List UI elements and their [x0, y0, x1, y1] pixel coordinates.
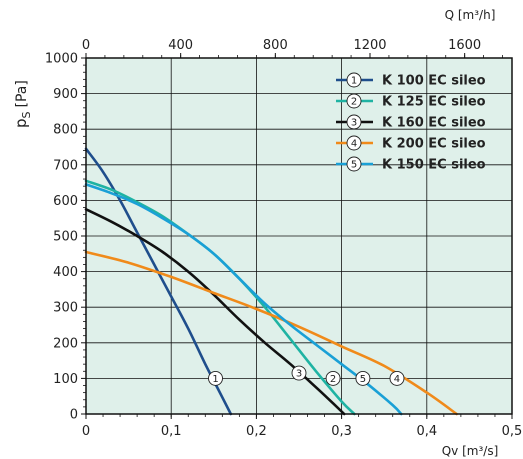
y-tick-label: 0 — [70, 408, 78, 423]
y-tick-label: 300 — [53, 301, 78, 316]
curve-marker-label-2: 2 — [330, 374, 336, 385]
curve-4 — [84, 250, 458, 416]
legend-marker-label-4: 4 — [351, 139, 357, 150]
tick-labels: 0 100 200 300 400 500 600 700 800 900 1000 0 0,1 0,2 0… — [45, 38, 522, 439]
legend-marker-label-3: 3 — [351, 118, 357, 129]
legend-label-5: K 150 EC sileo — [382, 158, 486, 173]
curve-marker-2 — [325, 370, 341, 386]
x-tick-label: 0,3 — [331, 424, 352, 439]
curve-marker-5 — [355, 370, 371, 386]
curve-marker-label-1: 1 — [212, 374, 218, 385]
x-axis-label: Qv [m³/s] — [442, 444, 499, 458]
x-tick-label: 0,2 — [246, 424, 267, 439]
y-axis-label-subscript: S — [20, 111, 33, 118]
curve-3 — [84, 208, 346, 416]
y-tick-label: 400 — [53, 265, 78, 280]
legend-label-3: K 160 EC sileo — [382, 116, 486, 131]
x-tick-label: 0 — [82, 424, 90, 439]
x-tick-label: 0,5 — [502, 424, 523, 439]
y-tick-label: 100 — [53, 372, 78, 387]
y-axis-label-unit: [Pa] — [14, 80, 30, 107]
curve-marker-label-4: 4 — [394, 374, 400, 385]
x2-axis-label: Q [m³/h] — [445, 8, 496, 22]
x2-tick-label: 800 — [263, 38, 288, 53]
curve-marker-3 — [291, 365, 307, 381]
curve-markers: 1 2 3 4 5 — [208, 365, 405, 386]
curve-marker-4 — [389, 370, 405, 386]
y-tick-label: 500 — [53, 230, 78, 245]
y-tick-label: 1000 — [45, 52, 78, 67]
x2-tick-label: 0 — [82, 38, 90, 53]
legend-marker-3 — [346, 114, 362, 130]
y-tick-label: 900 — [53, 87, 78, 102]
y-axis-label: pS [Pa] — [12, 80, 33, 128]
legend: 1 K 100 EC sileo 2 K 125 EC sileo 3 K 160 EC … — [336, 72, 486, 173]
curve-marker-label-3: 3 — [296, 369, 302, 380]
axis-ticks — [81, 53, 513, 419]
y-tick-label: 200 — [53, 336, 78, 351]
legend-marker-5 — [346, 156, 362, 172]
y-tick-label: 600 — [53, 194, 78, 209]
legend-label-2: K 125 EC sileo — [382, 95, 486, 110]
x2-tick-label: 1200 — [353, 38, 386, 53]
y-tick-label: 700 — [53, 158, 78, 173]
x2-tick-label: 1600 — [448, 38, 481, 53]
grid-lines — [86, 58, 512, 414]
x2-tick-label: 400 — [168, 38, 193, 53]
curve-marker-1 — [208, 370, 223, 386]
curve-marker-label-5: 5 — [360, 374, 366, 385]
legend-marker-1 — [346, 72, 362, 88]
legend-marker-label-1: 1 — [351, 76, 357, 87]
legend-marker-4 — [346, 135, 362, 151]
legend-marker-label-5: 5 — [351, 160, 357, 171]
legend-label-1: K 100 EC sileo — [382, 74, 486, 89]
y-axis-label-main: p — [12, 118, 30, 128]
legend-marker-label-2: 2 — [351, 97, 357, 108]
legend-label-4: K 200 EC sileo — [382, 137, 486, 152]
x-tick-label: 0,1 — [161, 424, 182, 439]
legend-marker-2 — [346, 93, 362, 109]
x-tick-label: 0,4 — [416, 424, 437, 439]
y-tick-label: 800 — [53, 123, 78, 138]
